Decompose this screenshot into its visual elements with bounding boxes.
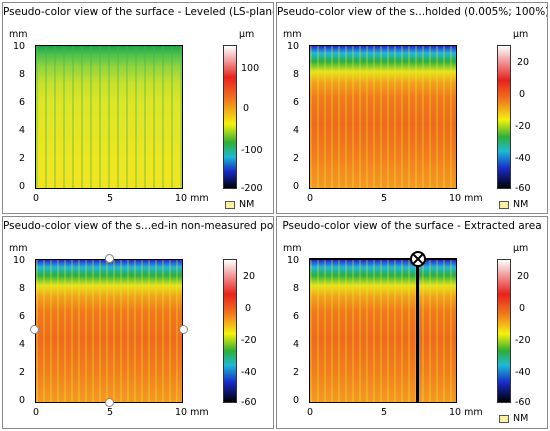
y-tick: 4 xyxy=(293,339,300,350)
colorbar-tick: -20 xyxy=(515,121,531,132)
colorbar-tick: 20 xyxy=(517,271,530,282)
filled-point-marker[interactable] xyxy=(179,325,188,334)
panel-title: Pseudo-color view of the surface - Extra… xyxy=(282,220,542,232)
profile-line-vertical[interactable] xyxy=(416,259,419,403)
y-tick: 10 xyxy=(287,41,300,52)
x-tick: 5 xyxy=(107,407,114,418)
colorbar-tick: -40 xyxy=(241,367,257,378)
y-tick: 4 xyxy=(19,125,26,136)
surface-map-extracted[interactable] xyxy=(309,259,457,403)
y-axis-unit: mm xyxy=(283,29,302,40)
nm-swatch xyxy=(499,415,509,423)
colorbar-tick: 0 xyxy=(243,103,250,114)
colorbar-tick: -60 xyxy=(515,183,531,194)
colorbar-tick: -100 xyxy=(241,145,263,156)
y-tick: 8 xyxy=(19,69,26,80)
y-tick: 10 xyxy=(13,255,26,266)
y-tick: 2 xyxy=(19,153,26,164)
x-tick: 10 mm xyxy=(175,193,209,204)
panel-filled-in: Pseudo-color view of the s...ed-in non-m… xyxy=(2,216,274,429)
colorbar xyxy=(497,45,511,189)
y-tick: 6 xyxy=(19,311,26,322)
nm-swatch xyxy=(499,201,509,209)
colorbar-tick: 20 xyxy=(243,271,256,282)
y-tick: 6 xyxy=(293,97,300,108)
colorbar-unit: µm xyxy=(239,29,255,40)
colorbar-tick: 0 xyxy=(519,89,526,100)
y-tick: 6 xyxy=(293,311,300,322)
panel-leveled: Pseudo-color view of the surface - Level… xyxy=(2,2,274,214)
y-tick: 0 xyxy=(19,181,26,192)
x-tick: 0 xyxy=(307,193,314,204)
filled-point-marker[interactable] xyxy=(105,254,114,263)
y-axis-unit: mm xyxy=(9,29,28,40)
profile-line-horizontal[interactable] xyxy=(309,258,457,260)
x-tick: 10 mm xyxy=(175,407,209,418)
colorbar-tick: -60 xyxy=(515,397,531,408)
y-tick: 4 xyxy=(19,339,26,350)
panel-title: Pseudo-color view of the s...ed-in non-m… xyxy=(3,220,274,232)
y-tick: 6 xyxy=(19,97,26,108)
colorbar-tick: -40 xyxy=(515,153,531,164)
colorbar-tick: -20 xyxy=(515,335,531,346)
panel-extracted: Pseudo-color view of the surface - Extra… xyxy=(276,216,548,429)
x-tick: 10 mm xyxy=(449,407,483,418)
colorbar-tick: -200 xyxy=(241,183,263,194)
y-tick: 8 xyxy=(293,283,300,294)
y-tick: 0 xyxy=(293,181,300,192)
nm-swatch xyxy=(225,201,235,209)
surface-map-leveled[interactable] xyxy=(35,45,183,189)
panel-title: Pseudo-color view of the s...holded (0.0… xyxy=(277,6,548,18)
y-tick: 2 xyxy=(293,153,300,164)
x-tick: 5 xyxy=(107,193,114,204)
y-tick: 10 xyxy=(13,41,26,52)
colorbar-tick: 100 xyxy=(241,63,260,74)
colorbar-tick: -20 xyxy=(241,335,257,346)
panel-title: Pseudo-color view of the surface - Level… xyxy=(3,6,274,18)
x-tick: 0 xyxy=(33,407,40,418)
colorbar-tick: 20 xyxy=(517,57,530,68)
colorbar xyxy=(223,45,237,189)
colorbar xyxy=(223,259,237,403)
y-axis-unit: mm xyxy=(9,243,28,254)
y-tick: 4 xyxy=(293,125,300,136)
surface-map-thresholded[interactable] xyxy=(309,45,457,189)
x-tick: 0 xyxy=(33,193,40,204)
profile-handle-icon[interactable] xyxy=(410,251,426,267)
y-tick: 2 xyxy=(293,367,300,378)
y-tick: 0 xyxy=(293,395,300,406)
y-tick: 10 xyxy=(287,255,300,266)
y-axis-unit: mm xyxy=(283,243,302,254)
colorbar-tick: -40 xyxy=(515,367,531,378)
x-tick: 10 mm xyxy=(449,193,483,204)
y-tick: 8 xyxy=(293,69,300,80)
nm-label: NM xyxy=(513,199,529,210)
colorbar-tick: 0 xyxy=(519,303,526,314)
x-tick: 5 xyxy=(381,407,388,418)
colorbar-tick: 0 xyxy=(245,303,252,314)
colorbar-unit: µm xyxy=(513,29,529,40)
y-tick: 2 xyxy=(19,367,26,378)
x-tick: 5 xyxy=(381,193,388,204)
y-tick: 8 xyxy=(19,283,26,294)
x-tick: 0 xyxy=(307,407,314,418)
panel-thresholded: Pseudo-color view of the s...holded (0.0… xyxy=(276,2,548,214)
filled-point-marker[interactable] xyxy=(30,325,39,334)
filled-point-marker[interactable] xyxy=(105,398,114,407)
colorbar-unit: µm xyxy=(513,243,529,254)
nm-label: NM xyxy=(513,413,529,424)
nm-label: NM xyxy=(239,199,255,210)
surface-map-filled[interactable] xyxy=(35,259,183,403)
y-tick: 0 xyxy=(19,395,26,406)
colorbar-tick: -60 xyxy=(241,397,257,408)
colorbar xyxy=(497,259,511,403)
